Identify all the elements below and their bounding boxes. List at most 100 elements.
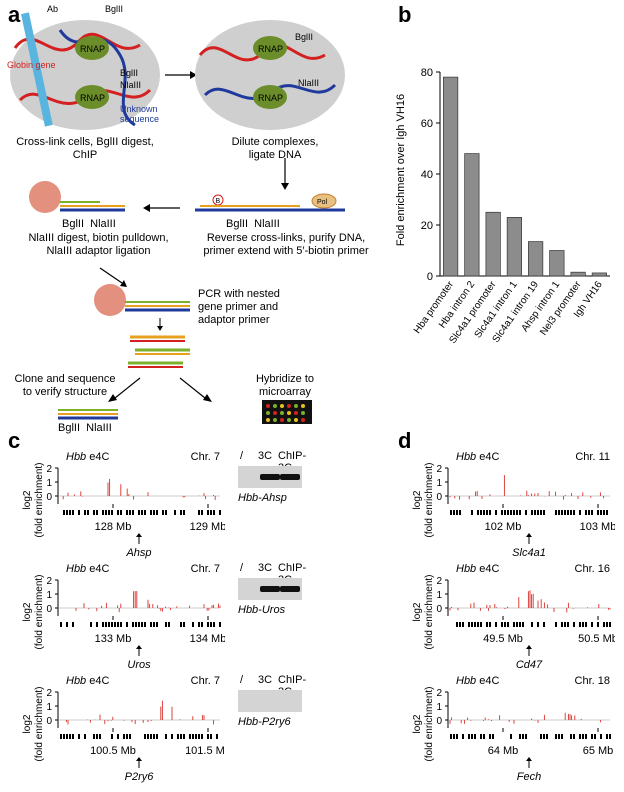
- bglii-nlaiii-label-2: BglII NlaIII: [226, 218, 280, 230]
- step-6-text: Clone and sequence to verify structure: [14, 373, 116, 398]
- gel-label: Hbb-Uros: [238, 604, 286, 616]
- e4c-track-plot: 2 1 0 100.5 Mb 101.5 Mb P2ry6 Hbb e4C Chr. 7 log…: [22, 675, 231, 783]
- y-axis-label: (fold enrichment): [424, 574, 435, 649]
- e4c-track-plot: 2 1 0 49.5 Mb 50.5 Mb Cd47 Hbb e4C Chr. 16 log2(…: [412, 563, 618, 671]
- gel-lane-header: /: [240, 674, 244, 686]
- step-3-text: Reverse cross-links, purify DNA, primer …: [203, 232, 369, 257]
- nucleus-2: [195, 20, 345, 130]
- genome-tick-label: 134 Mb: [190, 633, 225, 645]
- bar: [528, 241, 544, 277]
- y-tick-label: 2: [436, 576, 442, 587]
- step-7-text: Hybridize to microarray: [255, 373, 315, 398]
- panel-b-letter: b: [398, 2, 412, 27]
- e4c-track: 2 1 0 102 Mb 103 Mb Slc4a1 Hbb e4C Chr. 11 log2(…: [410, 448, 616, 568]
- e4c-track-plot: 2 1 0 64 Mb 65 Mb Fech Hbb e4C Chr. 18 log2 (fold…: [412, 675, 613, 783]
- gel-label: Hbb-P2ry6: [238, 716, 291, 728]
- gel-lanes: [238, 578, 302, 600]
- gel-band: [260, 474, 280, 480]
- bar: [485, 211, 501, 277]
- bar-chart-y-axis-label: Fold enrichment over Igh VH16: [395, 94, 407, 246]
- chromosome-label: Chr. 7: [191, 675, 220, 687]
- step-5-text: PCR with nested gene primer and adaptor …: [198, 288, 280, 326]
- unknown-sequence-label: Unknown sequence: [120, 104, 160, 124]
- bglii-nlaiii-label-3: BglII NlaIII: [58, 422, 112, 434]
- y-tick-label: 80: [421, 67, 433, 79]
- track-title: Hbb e4C: [66, 451, 109, 463]
- e4c-track-plot: 2 1 0 128 Mb 129 Mb Ahsp Hbb e4C Chr. 7 log2 (fol…: [22, 451, 226, 559]
- e4c-track: 2 1 0 49.5 Mb 50.5 Mb Cd47 Hbb e4C Chr. 16 log2(…: [410, 560, 618, 680]
- y-tick-label: 2: [436, 688, 442, 699]
- gel-lanes: [238, 466, 302, 488]
- gel-label: Hbb-Ahsp: [238, 492, 287, 504]
- genome-tick-label: 100.5 Mb: [90, 745, 136, 757]
- bar: [506, 217, 522, 277]
- bar: [443, 76, 459, 277]
- y-axis-label: log2: [412, 602, 423, 621]
- y-axis-label: (fold enrichment): [34, 686, 45, 761]
- svg-text:RNAP: RNAP: [258, 93, 283, 103]
- y-tick-label: 1: [46, 702, 52, 713]
- y-axis-label: log2: [412, 490, 423, 509]
- antibody-shape: [21, 12, 53, 127]
- y-tick-label: 1: [46, 590, 52, 601]
- track-title: Hbb e4C: [456, 675, 499, 687]
- genome-tick-label: 49.5 Mb: [483, 633, 523, 645]
- e4c-track: 2 1 0 64 Mb 65 Mb Fech Hbb e4C Chr. 18 log2 (fold…: [410, 672, 615, 792]
- gel-lanes: [238, 690, 302, 712]
- unknown-strand: [58, 29, 136, 127]
- y-axis-label: (fold enrichment): [34, 574, 45, 649]
- y-axis-label: log2: [22, 490, 33, 509]
- nlaiii-label-2: NlaIII: [298, 78, 320, 88]
- gene-label: Fech: [517, 771, 541, 783]
- genome-tick-label: 50.5 Mb: [578, 633, 615, 645]
- gel-lane-header: /: [240, 450, 244, 462]
- gene-label: P2ry6: [125, 771, 155, 783]
- e4c-track: 2 1 0 128 Mb 129 Mb Ahsp Hbb e4C Chr. 7 log2 (fol…: [20, 448, 306, 568]
- y-tick-label: 1: [436, 478, 442, 489]
- y-axis-label: log2: [22, 602, 33, 621]
- chromosome-label: Chr. 11: [575, 451, 610, 463]
- chromosome-label: Chr. 18: [575, 675, 610, 687]
- gene-label: Cd47: [516, 659, 543, 671]
- genome-tick-label: 129 Mb: [190, 521, 225, 533]
- y-tick-label: 0: [46, 716, 52, 727]
- svg-text:RNAP: RNAP: [258, 44, 283, 54]
- gel-lane-header: 3C: [258, 562, 273, 574]
- step-2-text: Dilute complexes, ligate DNA: [231, 136, 319, 161]
- gel-lane-header: /: [240, 562, 244, 574]
- y-tick-label: 1: [46, 478, 52, 489]
- gene-label: Slc4a1: [512, 547, 546, 559]
- svg-text:RNAP: RNAP: [80, 93, 105, 103]
- y-axis-label: (fold enrichment): [424, 462, 435, 537]
- bar-chart-tick-labels: 0 20 40 60 80: [421, 67, 433, 283]
- y-axis-label: (fold enrichment): [424, 686, 435, 761]
- e4c-track: 2 1 0 133 Mb 134 Mb Uros Hbb e4C Chr. 7 log2 (fol…: [20, 560, 306, 680]
- y-tick-label: 2: [436, 464, 442, 475]
- y-axis-label: log2: [22, 714, 33, 733]
- e4c-track-plot: 2 1 0 133 Mb 134 Mb Uros Hbb e4C Chr. 7 log2 (fol…: [22, 563, 226, 671]
- svg-text:Pol: Pol: [317, 199, 328, 206]
- y-tick-label: 2: [46, 464, 52, 475]
- y-tick-label: 40: [421, 169, 433, 181]
- chromosome-label: Chr. 16: [575, 563, 610, 575]
- panel-c-letter: c: [8, 428, 21, 453]
- genome-tick-label: 102 Mb: [485, 521, 522, 533]
- bar-chart-axes: [436, 71, 610, 277]
- e4c-track-plot: 2 1 0 102 Mb 103 Mb Slc4a1 Hbb e4C Chr. 11 log2(…: [412, 451, 616, 559]
- gel-band: [280, 474, 300, 480]
- y-tick-label: 20: [421, 220, 433, 232]
- y-tick-label: 0: [436, 604, 442, 615]
- nlaiii-label-1: NlaIII: [120, 80, 142, 90]
- y-tick-label: 60: [421, 118, 433, 130]
- bglii-nlaiii-label-1: BglII NlaIII: [62, 218, 116, 230]
- bar-chart-bars: [443, 76, 607, 277]
- streptavidin-bead-1: [29, 181, 61, 213]
- step-1-text: Cross-link cells, BglII digest, ChIP: [16, 136, 154, 161]
- track-title: Hbb e4C: [66, 675, 109, 687]
- panel-a-letter: a: [8, 2, 21, 27]
- genome-tick-label: 101.5 Mb: [185, 745, 225, 757]
- bar: [591, 272, 607, 277]
- y-tick-label: 0: [427, 271, 433, 283]
